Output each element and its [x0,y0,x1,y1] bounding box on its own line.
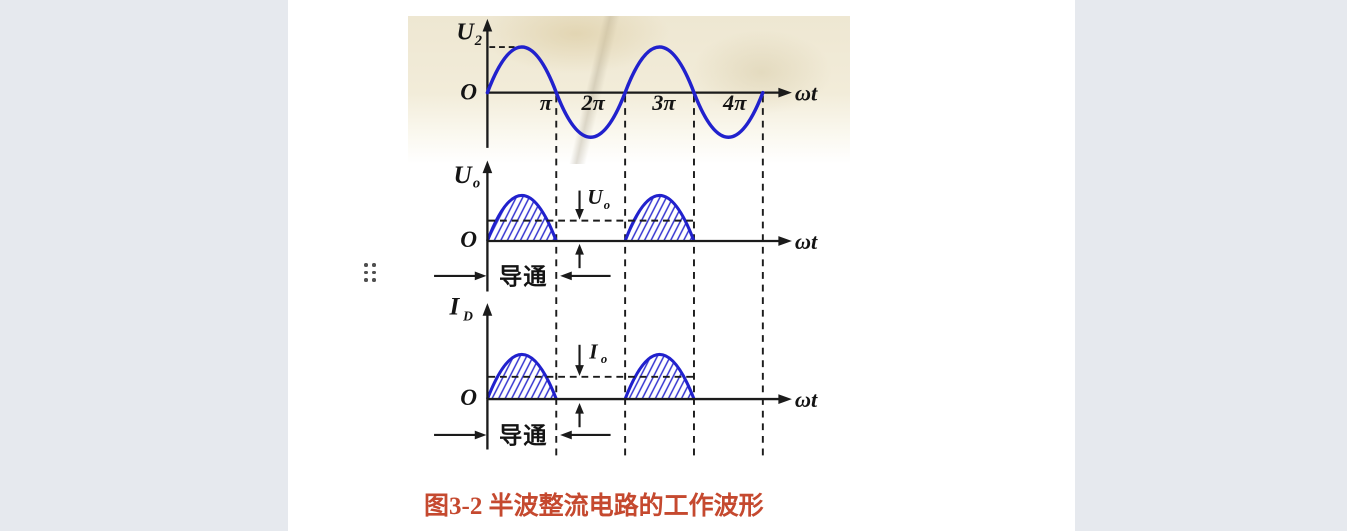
u2-sine-wave [485,45,765,139]
uo-yaxis-arrowhead [482,160,493,174]
waveform-diagram: U 2 O π 2π 3π 4π ωt [434,18,818,458]
u2-tick-4pi: 4π [722,90,747,115]
uo-xlabel: ωt [795,229,818,254]
plot-id: I o 导通 I D O ωt [434,294,818,450]
uo-humps [485,194,696,242]
u2-origin-label: O [460,79,477,105]
uo-origin-label: O [460,227,477,253]
id-left-arrowhead [560,430,572,440]
uo-average-label-sub: o [604,198,610,212]
uo-conduction-label: 导通 [499,264,547,290]
figure-block[interactable]: U 2 O π 2π 3π 4π ωt [408,16,850,531]
id-up-arrowhead [575,402,584,414]
uo-left-arrowhead [560,271,572,281]
id-yaxis-arrowhead [482,303,493,316]
id-ylabel-sub: D [462,309,473,324]
id-axes [486,313,780,450]
uo-conduction-markers [434,252,611,277]
uo-average-arrowhead [575,209,584,220]
u2-yaxis-arrowhead [482,18,493,32]
uo-xaxis-arrowhead [778,236,792,246]
id-average-label-sub: o [601,352,607,366]
uo-ylabel: U [453,162,473,189]
block-drag-handle-icon[interactable] [362,261,378,284]
id-average-arrowhead [575,365,584,376]
id-conduction-markers [434,411,611,437]
uo-up-arrowhead [575,243,584,255]
id-average-label: I [588,339,598,363]
uo-axes [486,171,780,292]
u2-ylabel-sub: 2 [474,33,482,49]
id-humps [485,353,696,400]
u2-tick-pi: π [540,90,553,115]
u2-ylabel: U [456,18,475,45]
photo-background [408,16,850,164]
id-xaxis-arrowhead [778,394,792,404]
u2-xaxis-arrowhead [778,87,792,98]
pi-gridlines [555,95,764,458]
figure-caption: 图3-2 半波整流电路的工作波形 [424,493,764,520]
u2-tick-3pi: 3π [651,90,676,115]
uo-average-label: U [587,185,604,209]
id-xlabel: ωt [795,387,818,412]
id-right-arrowhead [474,430,487,440]
u2-axes [486,29,780,148]
id-origin-label: O [460,385,477,411]
plot-uo: U o 导通 U o O ωt [434,160,818,292]
document-page: U 2 O π 2π 3π 4π ωt [288,0,1075,531]
id-ylabel: I [449,294,461,321]
u2-xlabel: ωt [795,80,818,105]
u2-tick-2pi: 2π [580,90,605,115]
uo-right-arrowhead [474,271,487,281]
id-conduction-label: 导通 [499,423,547,449]
plot-u2: U 2 O π 2π 3π 4π ωt [456,18,818,148]
uo-ylabel-sub: o [473,176,480,192]
